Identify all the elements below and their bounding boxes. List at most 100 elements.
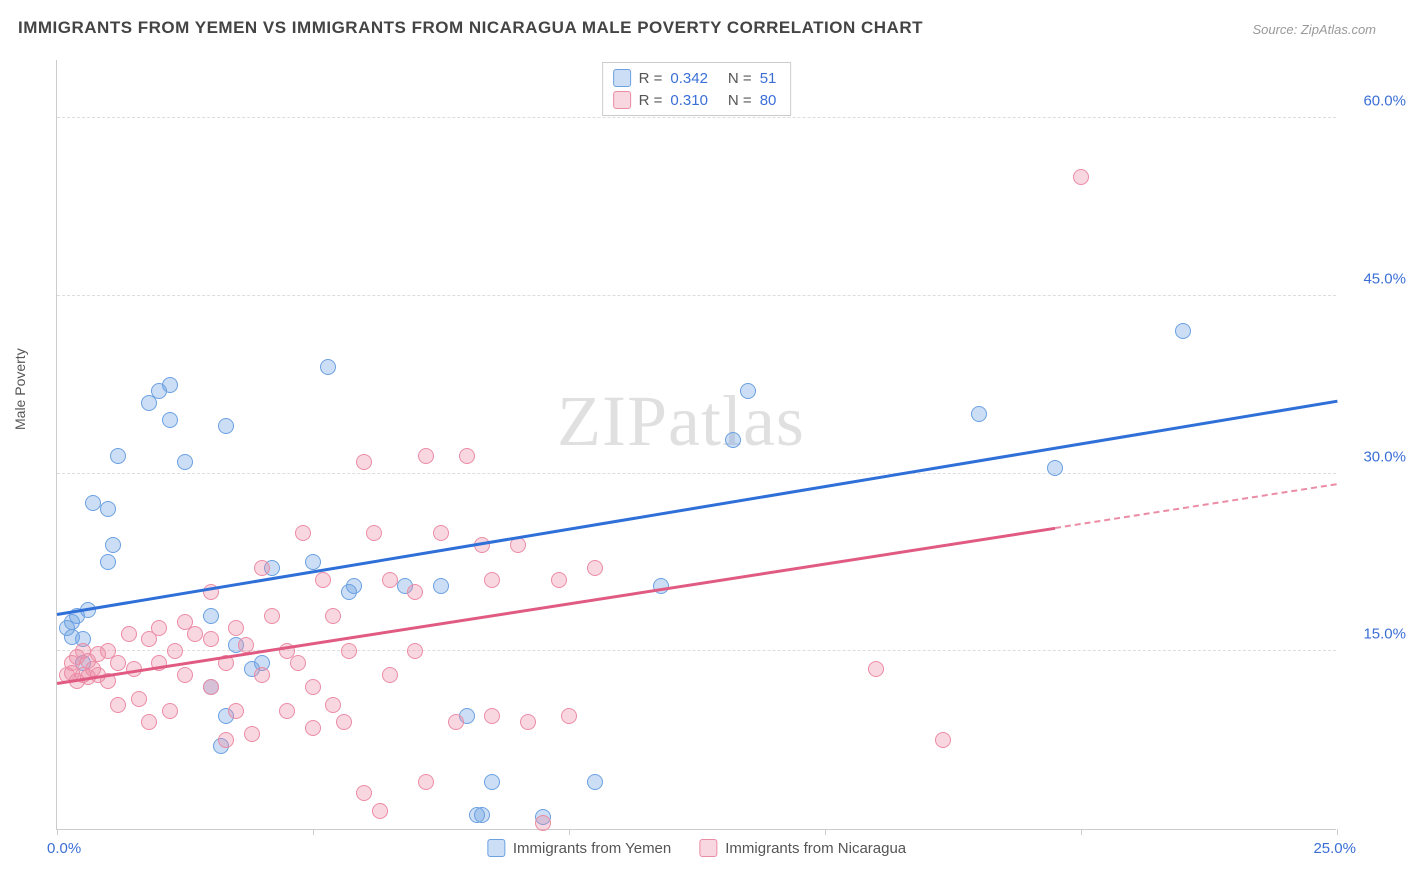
data-point-yemen xyxy=(1175,323,1191,339)
data-point-nicaragua xyxy=(325,697,341,713)
data-point-yemen xyxy=(218,418,234,434)
data-point-nicaragua xyxy=(433,525,449,541)
r-label: R = xyxy=(639,92,663,109)
data-point-nicaragua xyxy=(151,620,167,636)
y-tick-label: 45.0% xyxy=(1346,270,1406,287)
data-point-yemen xyxy=(305,554,321,570)
data-point-nicaragua xyxy=(587,560,603,576)
swatch-yemen-icon xyxy=(487,839,505,857)
data-point-nicaragua xyxy=(203,631,219,647)
data-point-nicaragua xyxy=(520,714,536,730)
r-value-nicaragua: 0.310 xyxy=(670,92,708,109)
data-point-yemen xyxy=(162,377,178,393)
data-point-nicaragua xyxy=(218,732,234,748)
data-point-yemen xyxy=(346,578,362,594)
data-point-yemen xyxy=(85,495,101,511)
x-tick xyxy=(1337,829,1338,835)
data-point-nicaragua xyxy=(244,726,260,742)
data-point-yemen xyxy=(320,359,336,375)
series-name-nicaragua: Immigrants from Nicaragua xyxy=(725,840,906,857)
data-point-yemen xyxy=(740,383,756,399)
plot-area: ZIPatlas 15.0%30.0%45.0%60.0% R = 0.342 … xyxy=(56,60,1336,830)
legend-item-yemen: Immigrants from Yemen xyxy=(487,839,671,857)
data-point-nicaragua xyxy=(868,661,884,677)
data-point-nicaragua xyxy=(935,732,951,748)
data-point-nicaragua xyxy=(279,703,295,719)
data-point-nicaragua xyxy=(228,703,244,719)
swatch-nicaragua xyxy=(613,91,631,109)
data-point-nicaragua xyxy=(110,697,126,713)
data-point-nicaragua xyxy=(187,626,203,642)
data-point-yemen xyxy=(725,432,741,448)
data-point-yemen xyxy=(105,537,121,553)
data-point-nicaragua xyxy=(484,572,500,588)
gridline xyxy=(57,473,1336,474)
data-point-nicaragua xyxy=(254,667,270,683)
source-attribution: Source: ZipAtlas.com xyxy=(1252,22,1376,37)
data-point-nicaragua xyxy=(131,691,147,707)
swatch-nicaragua-icon xyxy=(699,839,717,857)
data-point-nicaragua xyxy=(535,815,551,831)
data-point-yemen xyxy=(100,501,116,517)
legend-series: Immigrants from Yemen Immigrants from Ni… xyxy=(487,839,906,857)
n-label: N = xyxy=(728,92,752,109)
data-point-yemen xyxy=(484,774,500,790)
data-point-yemen xyxy=(433,578,449,594)
data-point-yemen xyxy=(177,454,193,470)
data-point-nicaragua xyxy=(382,572,398,588)
data-point-yemen xyxy=(971,406,987,422)
x-tick xyxy=(825,829,826,835)
data-point-nicaragua xyxy=(418,774,434,790)
data-point-nicaragua xyxy=(315,572,331,588)
legend-stats: R = 0.342 N = 51 R = 0.310 N = 80 xyxy=(602,62,792,116)
y-tick-label: 60.0% xyxy=(1346,93,1406,110)
data-point-nicaragua xyxy=(305,720,321,736)
swatch-yemen xyxy=(613,69,631,87)
gridline xyxy=(57,295,1336,296)
data-point-nicaragua xyxy=(295,525,311,541)
data-point-nicaragua xyxy=(254,560,270,576)
data-point-yemen xyxy=(110,448,126,464)
watermark-post: atlas xyxy=(668,381,805,461)
data-point-yemen xyxy=(100,554,116,570)
data-point-nicaragua xyxy=(418,448,434,464)
data-point-nicaragua xyxy=(356,785,372,801)
data-point-yemen xyxy=(474,807,490,823)
data-point-yemen xyxy=(1047,460,1063,476)
data-point-nicaragua xyxy=(484,708,500,724)
data-point-nicaragua xyxy=(167,643,183,659)
series-name-yemen: Immigrants from Yemen xyxy=(513,840,671,857)
data-point-nicaragua xyxy=(228,620,244,636)
legend-stats-row-yemen: R = 0.342 N = 51 xyxy=(613,67,781,89)
data-point-nicaragua xyxy=(203,679,219,695)
chart-title: IMMIGRANTS FROM YEMEN VS IMMIGRANTS FROM… xyxy=(18,18,923,38)
data-point-nicaragua xyxy=(382,667,398,683)
n-label: N = xyxy=(728,70,752,87)
data-point-nicaragua xyxy=(459,448,475,464)
data-point-nicaragua xyxy=(336,714,352,730)
y-axis-label: Male Poverty xyxy=(12,348,28,430)
data-point-nicaragua xyxy=(141,714,157,730)
data-point-yemen xyxy=(162,412,178,428)
data-point-nicaragua xyxy=(366,525,382,541)
data-point-nicaragua xyxy=(407,643,423,659)
x-min-label: 0.0% xyxy=(47,840,81,857)
y-tick-label: 30.0% xyxy=(1346,448,1406,465)
data-point-nicaragua xyxy=(372,803,388,819)
n-value-yemen: 51 xyxy=(760,70,777,87)
data-point-nicaragua xyxy=(341,643,357,659)
data-point-yemen xyxy=(587,774,603,790)
r-label: R = xyxy=(639,70,663,87)
y-tick-label: 15.0% xyxy=(1346,626,1406,643)
watermark: ZIPatlas xyxy=(557,380,805,463)
trend-line xyxy=(57,527,1056,685)
data-point-nicaragua xyxy=(121,626,137,642)
data-point-nicaragua xyxy=(561,708,577,724)
gridline xyxy=(57,117,1336,118)
x-max-label: 25.0% xyxy=(1313,840,1356,857)
data-point-nicaragua xyxy=(162,703,178,719)
x-tick xyxy=(57,829,58,835)
r-value-yemen: 0.342 xyxy=(670,70,708,87)
data-point-nicaragua xyxy=(356,454,372,470)
data-point-nicaragua xyxy=(551,572,567,588)
